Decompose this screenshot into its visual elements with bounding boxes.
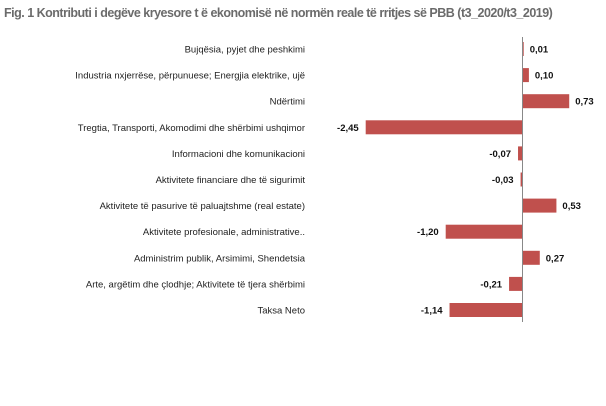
- bar: [518, 146, 523, 161]
- bar: [522, 68, 529, 83]
- bar: [522, 94, 570, 109]
- data-label: -0,03: [492, 175, 514, 186]
- category-label: Aktivitete financiare dhe të sigurimit: [156, 175, 306, 186]
- bar: [445, 224, 523, 239]
- bar: [449, 303, 523, 317]
- bar: [522, 42, 524, 56]
- category-label: Taksa Neto: [257, 306, 305, 317]
- data-label: 0,27: [546, 253, 565, 264]
- category-label: Arte, argëtim dhe çlodhje; Aktivitete të…: [86, 279, 305, 290]
- data-label: 0,01: [530, 45, 549, 56]
- data-label: 0,73: [575, 97, 594, 108]
- category-label: Ndërtimi: [270, 97, 305, 108]
- category-label: Aktivitete profesionale, administrative.…: [143, 227, 305, 238]
- category-label: Administrim publik, Arsimimi, Shendetsia: [134, 253, 306, 264]
- data-label: -0,07: [489, 149, 511, 160]
- category-label: Bujqësia, pyjet dhe peshkimi: [185, 45, 305, 56]
- bar: [522, 198, 557, 213]
- data-label: 0,10: [535, 71, 554, 82]
- category-label: Tregtia, Transporti, Akomodimi dhe shërb…: [78, 123, 305, 134]
- bar: [509, 276, 523, 291]
- data-label: -1,20: [417, 227, 439, 238]
- data-label: -2,45: [337, 123, 359, 134]
- data-label: 0,53: [562, 201, 581, 212]
- bar: [365, 120, 523, 135]
- chart-title: Fig. 1 Kontributi i degëve kryesore t ë …: [4, 6, 553, 20]
- bar: [522, 250, 540, 265]
- data-label: -1,14: [421, 306, 443, 317]
- bar: [520, 172, 523, 187]
- category-label: Informacioni dhe komunikacioni: [172, 149, 305, 160]
- category-label: Aktivitete të pasurive të paluajtshme (r…: [100, 201, 305, 212]
- category-label: Industria nxjerrëse, përpunuese; Energji…: [75, 71, 305, 82]
- data-label: -0,21: [480, 279, 502, 290]
